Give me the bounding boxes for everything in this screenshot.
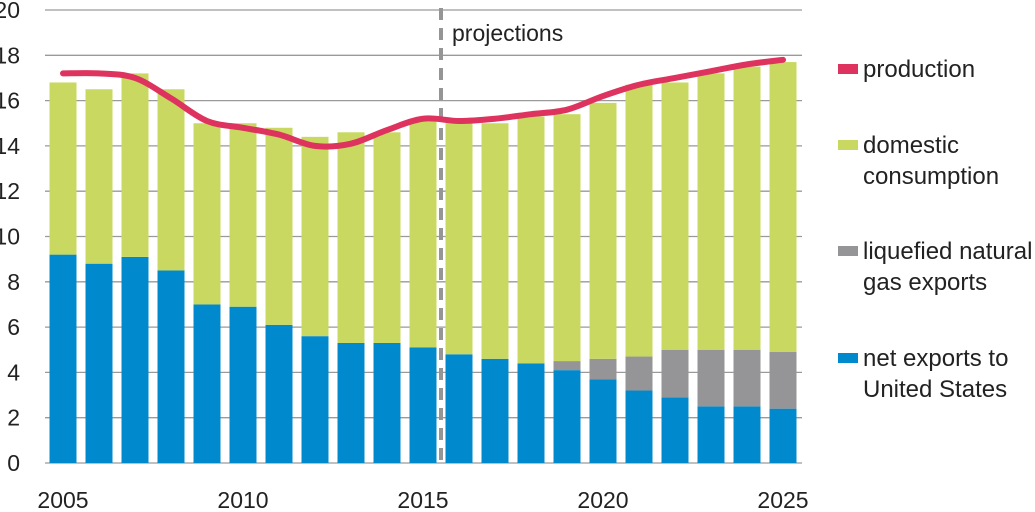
bar-domestic <box>733 66 761 350</box>
bar-domestic <box>301 136 329 337</box>
bar-domestic <box>157 89 185 271</box>
bar-liquefied-natural <box>733 349 761 407</box>
bar-domestic <box>481 123 509 359</box>
bar-net-exports-to <box>661 397 689 463</box>
bar-domestic <box>85 89 113 264</box>
y-tick-label: 10 <box>0 224 20 250</box>
bar-net-exports-to <box>229 306 257 463</box>
x-tick-label: 2005 <box>37 487 88 512</box>
bar-net-exports-to <box>157 270 185 463</box>
bar-net-exports-to <box>49 254 77 463</box>
bar-net-exports-to <box>445 354 473 463</box>
bar-domestic <box>337 132 365 343</box>
bar-domestic <box>445 123 473 355</box>
projections-label: projections <box>452 20 563 46</box>
bar-liquefied-natural <box>697 349 725 407</box>
y-tick-label: 18 <box>0 42 20 68</box>
x-tick-label: 2020 <box>577 487 628 512</box>
y-tick-label: 0 <box>7 450 20 476</box>
bar-domestic <box>193 123 221 305</box>
y-tick-label: 12 <box>0 178 20 204</box>
bar-net-exports-to <box>409 347 437 463</box>
y-tick-label: 16 <box>0 88 20 114</box>
bar-domestic <box>49 82 77 255</box>
bar-net-exports-to <box>337 342 365 463</box>
bar-net-exports-to <box>481 358 509 463</box>
bar-net-exports-to <box>733 406 761 463</box>
bar-domestic <box>121 73 149 257</box>
bar-net-exports-to <box>193 304 221 463</box>
bar-domestic <box>373 132 401 343</box>
bar-domestic <box>553 114 581 362</box>
bar-net-exports-to <box>589 379 617 463</box>
legend-label: liquefied natural gas exports <box>863 238 1033 296</box>
production-line <box>60 56 786 150</box>
bar-liquefied-natural <box>589 358 617 380</box>
bar-domestic <box>661 82 689 350</box>
bar-liquefied-natural <box>553 361 581 371</box>
y-tick-label: 6 <box>7 314 20 340</box>
y-tick-label: 4 <box>7 359 20 385</box>
legend-swatch-lng-exports <box>838 246 858 256</box>
bar-domestic <box>769 62 797 353</box>
legend-label: domestic consumption <box>863 132 1000 190</box>
bar-net-exports-to <box>301 336 329 463</box>
legend-label: net exports to United States <box>863 345 1009 403</box>
bar-domestic <box>517 116 545 364</box>
bar-net-exports-to <box>517 363 545 463</box>
bar-net-exports-to <box>121 256 149 463</box>
bar-net-exports-to <box>373 342 401 463</box>
bar-liquefied-natural <box>769 352 797 409</box>
x-tick-label: 2015 <box>397 487 448 512</box>
bar-domestic <box>409 120 437 348</box>
bar-domestic <box>265 127 293 325</box>
bar-liquefied-natural <box>661 349 689 398</box>
bar-domestic <box>229 123 257 307</box>
y-tick-label: 14 <box>0 133 20 159</box>
legend-swatch-net-exports <box>838 353 858 363</box>
legend-label: production <box>863 56 976 83</box>
bar-domestic <box>697 73 725 350</box>
bar-net-exports-to <box>553 370 581 463</box>
y-tick-label: 2 <box>7 405 20 431</box>
legend-swatch-domestic-consumption <box>838 140 858 150</box>
bar-domestic <box>589 102 617 359</box>
x-tick-label: 2010 <box>217 487 268 512</box>
y-tick-label: 8 <box>7 269 20 295</box>
bar-net-exports-to <box>265 324 293 463</box>
bar-net-exports-to <box>625 390 653 463</box>
bar-net-exports-to <box>697 406 725 463</box>
legend-swatch-production <box>838 64 858 74</box>
y-tick-label: 20 <box>0 0 20 23</box>
bar-net-exports-to <box>769 408 797 463</box>
bar-net-exports-to <box>85 263 113 463</box>
bar-domestic <box>625 84 653 357</box>
bar-liquefied-natural <box>625 356 653 391</box>
x-tick-label: 2025 <box>757 487 808 512</box>
